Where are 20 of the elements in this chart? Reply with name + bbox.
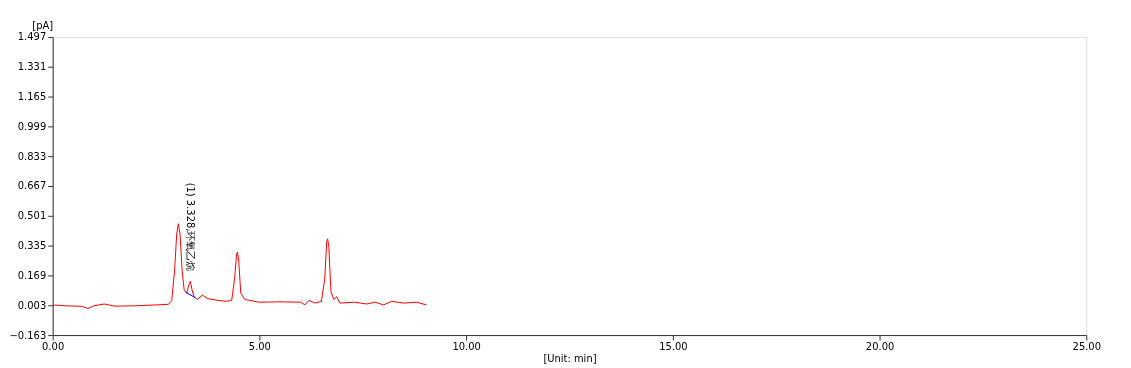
y-tick-label: 0.003 [17, 299, 47, 311]
y-tick-label: 0.833 [17, 150, 47, 162]
y-axis-title: [pA] [32, 20, 54, 32]
x-tick-label: 15.00 [659, 341, 688, 353]
annotation: (1) 3.328,环氧乙烷 [185, 182, 197, 272]
x-axis-title: [Unit: min] [543, 353, 597, 365]
y-tick-label: 1.331 [17, 61, 47, 73]
x-tick-label: 5.00 [248, 341, 271, 353]
x-tick-label: 10.00 [452, 341, 481, 353]
x-tick-label: 0.00 [42, 341, 65, 353]
y-tick-label: 0.667 [17, 180, 47, 192]
y-tick-label: 1.497 [17, 31, 47, 43]
y-tick-label: −0.163 [9, 329, 47, 341]
y-tick-label: 0.501 [17, 210, 47, 222]
x-tick-label: 25.00 [1072, 341, 1101, 353]
y-tick-label: 0.999 [17, 120, 47, 132]
y-tick-label: 1.165 [17, 91, 47, 103]
y-tick-label: 0.169 [17, 269, 47, 281]
y-tick-label: 0.335 [17, 240, 47, 252]
x-tick-label: 20.00 [865, 341, 895, 353]
